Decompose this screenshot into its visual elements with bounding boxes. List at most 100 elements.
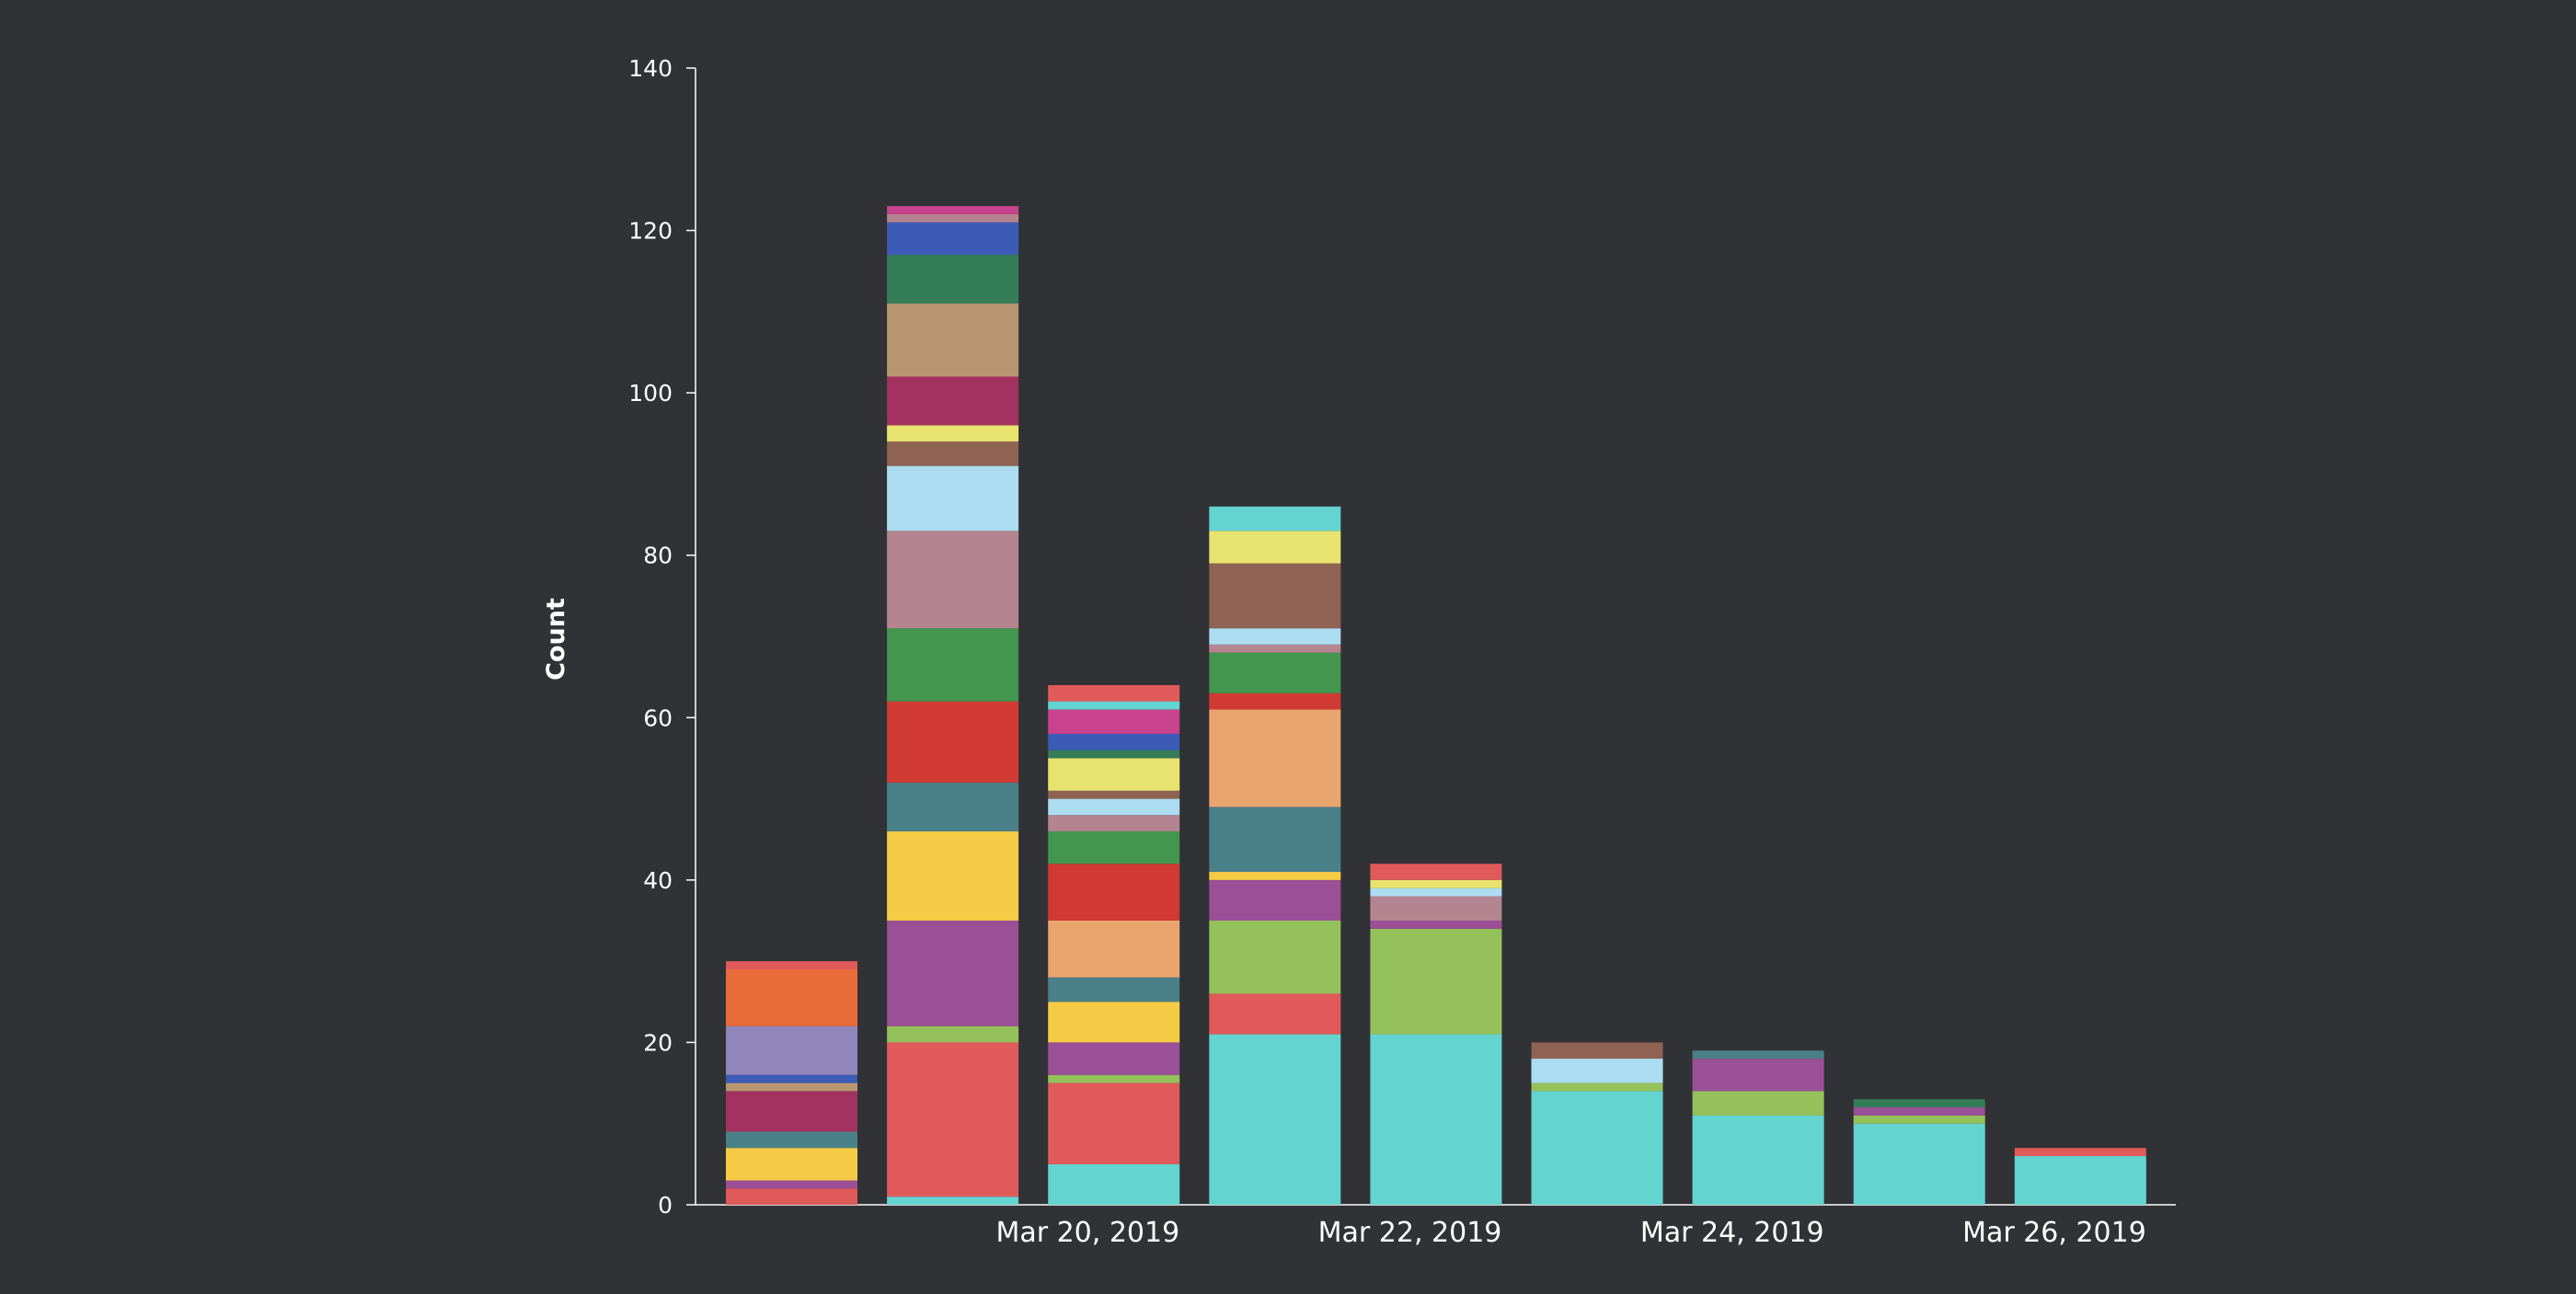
bar-segment	[1048, 1074, 1180, 1083]
bar-segment	[1048, 790, 1180, 799]
bar-stack	[1692, 1050, 1824, 1205]
y-axis-title: Count	[542, 598, 570, 681]
bar-segment	[1370, 864, 1502, 880]
y-tick-label: 0	[658, 1192, 673, 1219]
bar-segment	[726, 961, 857, 969]
bar-segment	[1209, 872, 1341, 880]
bar-segment	[887, 1025, 1019, 1043]
bar-segment	[1370, 921, 1502, 929]
bar-segment	[887, 213, 1019, 223]
bar-segment	[1209, 531, 1341, 564]
bar-segment	[1692, 1115, 1824, 1205]
bar-segment	[887, 1042, 1019, 1197]
x-tick-label: Mar 22, 2019	[1318, 1217, 1502, 1249]
bar-segment	[1048, 701, 1180, 710]
bar-segment	[1209, 993, 1341, 1035]
bar-segment	[1209, 644, 1341, 653]
bar-segment	[1048, 709, 1180, 734]
bar-segment	[1048, 921, 1180, 978]
bar-segment	[1048, 1002, 1180, 1043]
bars	[726, 206, 2146, 1205]
bar-segment	[1370, 1034, 1502, 1205]
bar-segment	[1370, 879, 1502, 888]
bar-segment	[726, 1148, 857, 1181]
bar-segment	[1853, 1123, 1985, 1205]
bar-segment	[1853, 1107, 1985, 1116]
bar-segment	[1048, 1163, 1180, 1205]
bar-segment	[1370, 928, 1502, 1035]
y-tick-label: 40	[643, 867, 673, 894]
x-axis: Mar 20, 2019 Mar 22, 2019 Mar 24, 2019 Mar …	[696, 1204, 2176, 1249]
bar-segment	[1209, 652, 1341, 693]
bar-segment	[1048, 750, 1180, 759]
bar-segment	[726, 968, 857, 1026]
bar-segment	[1209, 807, 1341, 873]
bar-segment	[1048, 1082, 1180, 1164]
bar-segment	[1209, 709, 1341, 807]
bar-segment	[887, 921, 1019, 1026]
bar-segment	[1531, 1042, 1663, 1059]
bar-segment	[887, 303, 1019, 377]
bar-stack	[1370, 864, 1502, 1205]
x-tick-label: Mar 20, 2019	[995, 1217, 1179, 1249]
bar-segment	[887, 465, 1019, 532]
bar-segment	[887, 701, 1019, 783]
bar-segment	[1209, 506, 1341, 532]
bar-segment	[1048, 864, 1180, 921]
y-tick-label: 20	[643, 1029, 673, 1056]
bar-segment	[887, 376, 1019, 426]
bar-segment	[2014, 1148, 2146, 1157]
bar-segment	[1048, 684, 1180, 702]
bar-segment	[1853, 1099, 1985, 1108]
bar-segment	[1048, 798, 1180, 816]
x-tick-label: Mar 26, 2019	[1962, 1217, 2146, 1249]
bar-segment	[1853, 1115, 1985, 1124]
bar-stack	[1853, 1099, 1985, 1205]
bar-segment	[887, 531, 1019, 629]
y-tick-label: 120	[628, 218, 673, 245]
y-tick-label: 60	[643, 704, 673, 731]
bar-segment	[1048, 758, 1180, 791]
bar-segment	[887, 206, 1019, 214]
y-tick-label: 100	[628, 380, 673, 407]
bar-segment	[726, 1074, 857, 1083]
bar-segment	[1531, 1082, 1663, 1092]
bar-segment	[1209, 628, 1341, 645]
bar-segment	[726, 1082, 857, 1092]
bar-segment	[1048, 1042, 1180, 1075]
bar-stack	[887, 206, 1019, 1205]
bar-segment	[726, 1131, 857, 1149]
bar-segment	[726, 1188, 857, 1205]
bar-segment	[1370, 887, 1502, 897]
bar-segment	[1692, 1059, 1824, 1092]
bar-segment	[1531, 1059, 1663, 1083]
y-tick-label: 140	[628, 55, 673, 82]
bar-stack	[1209, 506, 1341, 1205]
bar-segment	[1209, 563, 1341, 629]
bar-segment	[1209, 921, 1341, 994]
y-tick-label: 80	[643, 543, 673, 569]
bar-segment	[1692, 1050, 1824, 1059]
bar-segment	[887, 441, 1019, 466]
bar-segment	[1209, 879, 1341, 921]
bar-segment	[1370, 896, 1502, 921]
x-tick-label: Mar 24, 2019	[1640, 1217, 1824, 1249]
y-axis: 0 20 40 60 80 100 120 140	[628, 55, 696, 1219]
bar-segment	[726, 1091, 857, 1132]
bar-segment	[1048, 815, 1180, 831]
bar-segment	[726, 1180, 857, 1189]
bar-segment	[2014, 1156, 2146, 1205]
bar-segment	[887, 830, 1019, 921]
bar-segment	[1209, 693, 1341, 710]
bar-segment	[887, 1197, 1019, 1205]
bar-stack	[1048, 684, 1180, 1205]
bar-segment	[887, 628, 1019, 702]
bar-stack	[726, 961, 857, 1205]
bar-segment	[887, 782, 1019, 831]
bar-segment	[887, 425, 1019, 442]
bar-segment	[726, 1025, 857, 1075]
bar-segment	[1048, 830, 1180, 865]
bar-segment	[1048, 977, 1180, 1002]
